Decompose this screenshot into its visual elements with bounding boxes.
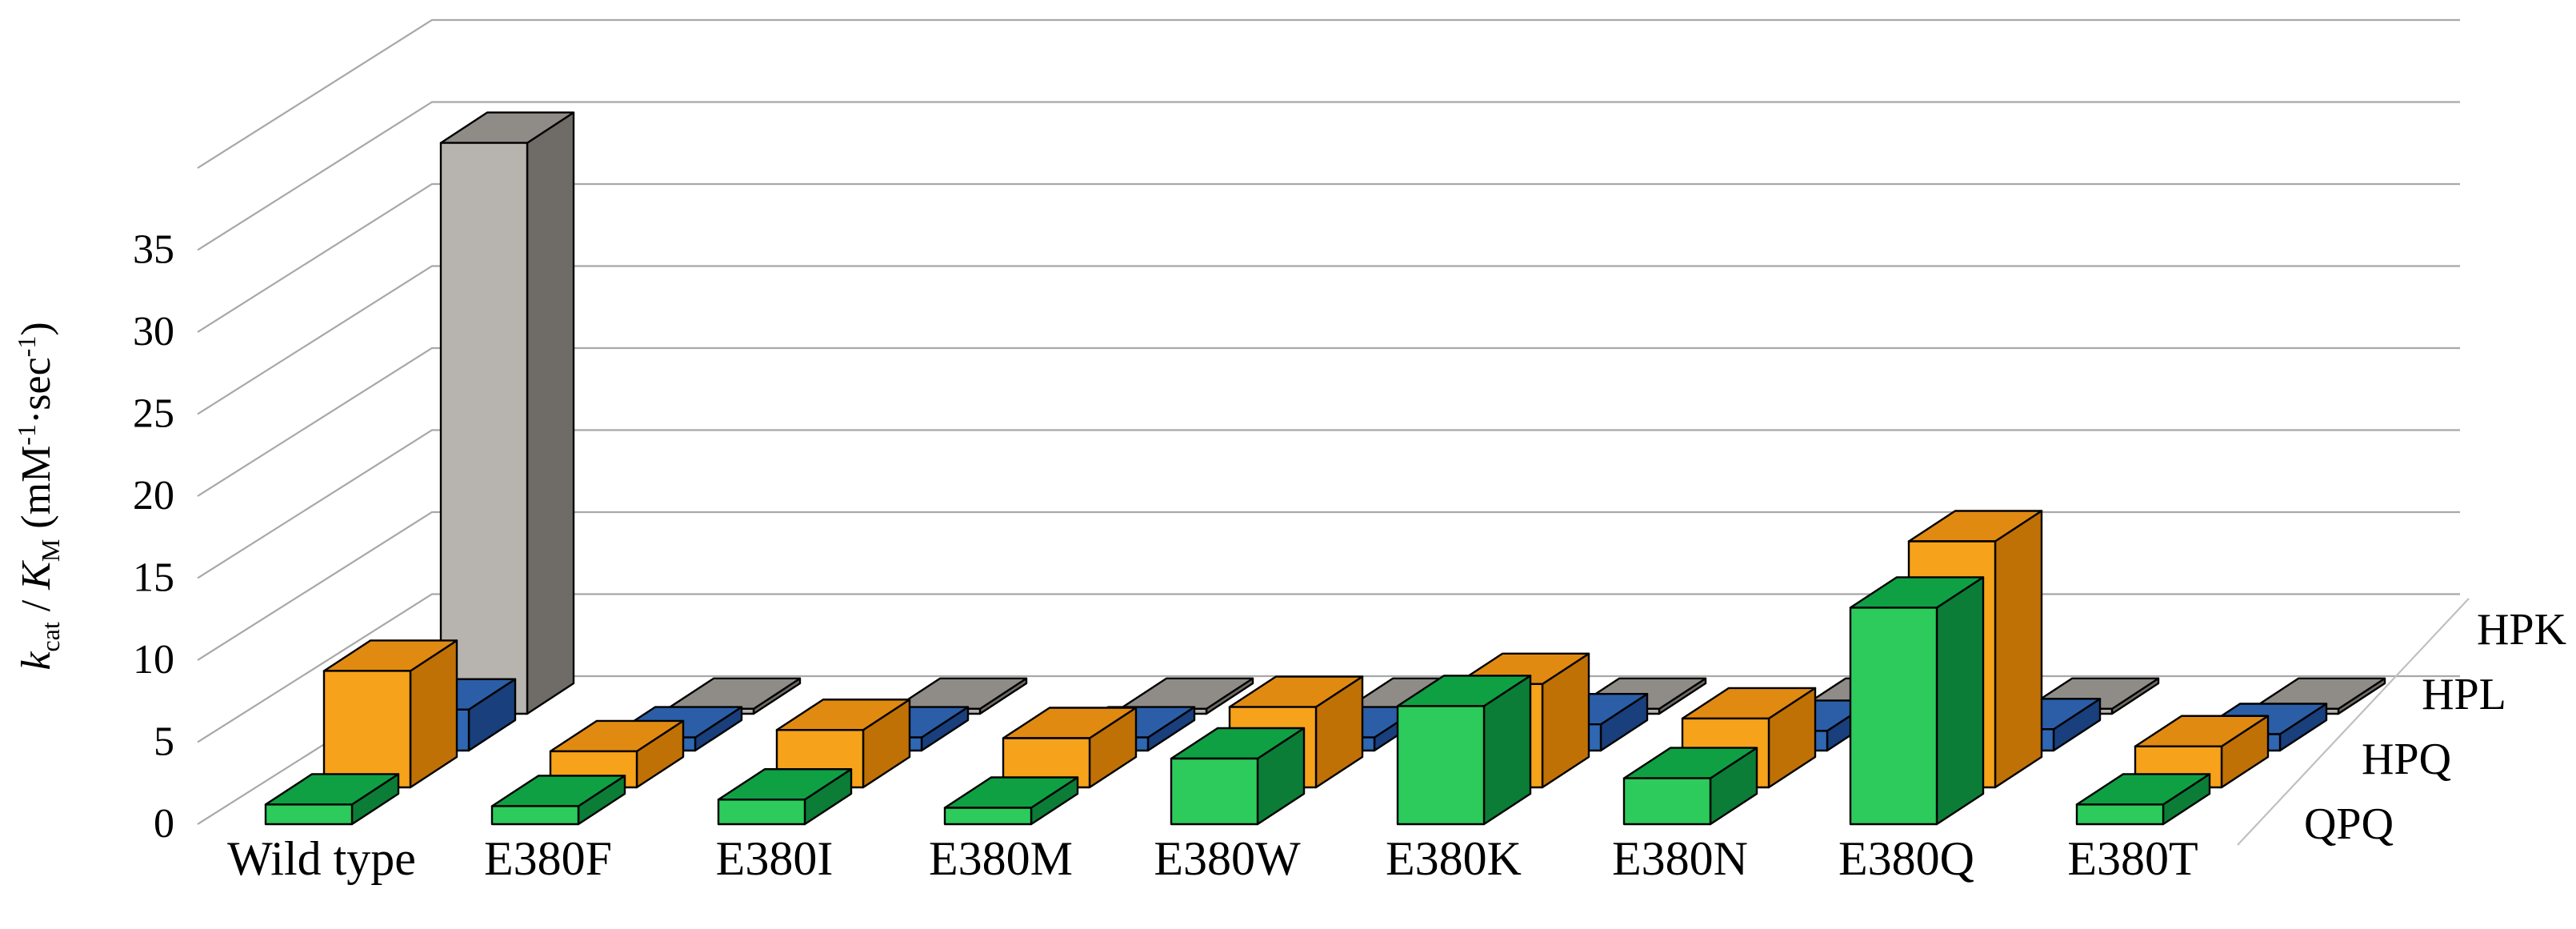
category-label: E380N	[1612, 832, 1748, 885]
floor-edge-line	[2237, 598, 2470, 846]
y-tick-label: 35	[133, 227, 174, 273]
bar-front-face	[1396, 705, 1486, 826]
gridline	[197, 429, 2460, 579]
category-label: E380I	[716, 832, 834, 885]
category-label: Wild type	[227, 832, 416, 885]
bar-front-face	[1170, 757, 1259, 826]
bar-front-face	[1622, 777, 1712, 826]
category-label: E380Q	[1838, 832, 1974, 885]
bar-QPQ-E380I	[717, 768, 853, 826]
series-label-HPK: HPK	[2477, 605, 2566, 655]
bar-front-face	[2075, 803, 2165, 826]
y-tick-label: 5	[154, 719, 174, 765]
bar-front-face	[717, 799, 806, 826]
y-axis-title-part: k	[14, 651, 59, 671]
bar-front-face	[1849, 607, 1938, 826]
gridline	[197, 593, 2460, 743]
y-tick-label: 10	[133, 637, 174, 683]
category-label: E380M	[929, 832, 1073, 885]
gridline	[197, 182, 2460, 333]
series-label-QPQ: QPQ	[2304, 799, 2394, 849]
gridline	[197, 265, 2460, 415]
y-axis-title-part: -1	[12, 336, 41, 358]
bar-QPQ-Wild-type	[264, 773, 400, 826]
y-tick-label: 0	[154, 801, 174, 847]
category-label: E380F	[484, 832, 612, 885]
y-tick-label: 30	[133, 309, 174, 354]
bar-QPQ-E380W	[1170, 727, 1306, 826]
bar-front-face	[490, 805, 580, 826]
y-axis-title-part: )	[14, 322, 59, 335]
bar-side-face	[1994, 510, 2043, 789]
bar-side-face	[526, 111, 575, 715]
y-axis-title-part: /	[14, 590, 59, 622]
bar-front-face	[264, 803, 354, 826]
y-tick-label: 25	[133, 391, 174, 437]
y-axis-title-part: cat	[36, 622, 65, 651]
gridline	[197, 101, 2460, 251]
y-axis-title-part: K	[14, 560, 59, 591]
bar-front-face	[439, 142, 529, 715]
bar-side-face	[1935, 576, 1985, 826]
bar-front-face	[322, 670, 412, 789]
bar-QPQ-E380K	[1396, 675, 1532, 826]
category-label: E380K	[1386, 832, 1522, 885]
bar-QPQ-E380M	[943, 776, 1079, 826]
y-axis-title-part: ·sec	[14, 357, 59, 424]
gridline	[197, 18, 2460, 169]
y-tick-label: 15	[133, 555, 174, 601]
category-label: E380T	[2067, 832, 2198, 885]
bar-QPQ-E380Q	[1849, 576, 1985, 826]
bar-HPQ-E380M	[1002, 707, 1138, 789]
y-tick-label: 20	[133, 473, 174, 519]
bar-HPQ-Wild-type	[322, 639, 458, 789]
y-axis-title-part: (mM	[14, 446, 59, 539]
category-label: E380W	[1154, 832, 1301, 885]
series-label-HPL: HPL	[2422, 670, 2506, 719]
bar-HPK-Wild-type	[439, 111, 575, 715]
y-axis-title: kcat​ / KM​ (mM-1​·sec-1​)	[12, 322, 65, 670]
bar-front-face	[943, 807, 1033, 826]
series-label-HPQ: HPQ	[2362, 735, 2451, 784]
gridline	[197, 346, 2460, 497]
y-axis-title-part: -1	[12, 424, 41, 446]
y-axis-title-part: M	[36, 539, 65, 562]
bar-QPQ-E380F	[490, 775, 626, 826]
gridline	[197, 511, 2460, 661]
bar-QPQ-E380N	[1622, 747, 1758, 826]
bar-QPQ-E380T	[2075, 773, 2211, 826]
